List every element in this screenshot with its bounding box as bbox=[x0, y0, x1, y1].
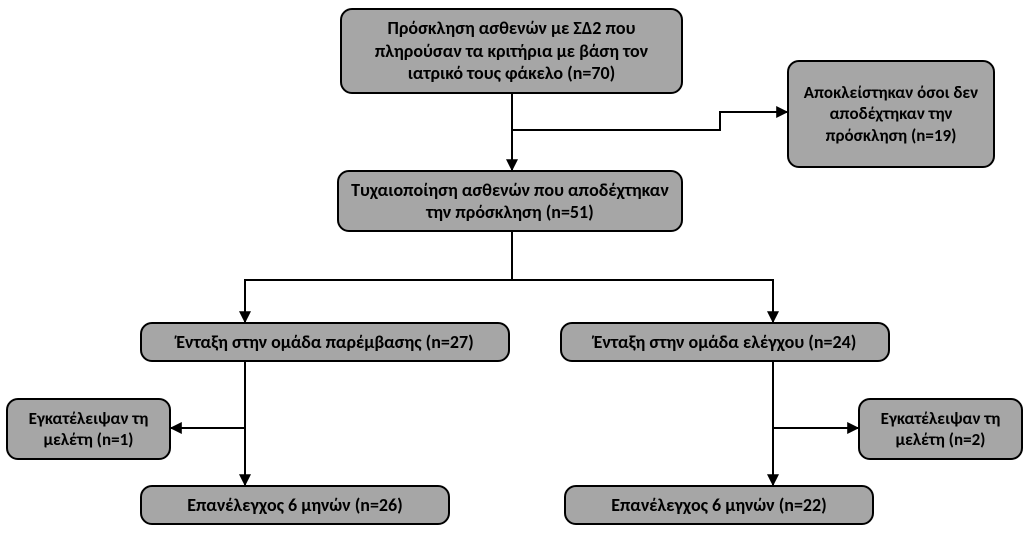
node-interv: Ένταξη στην ομάδα παρέμβασης (n=27) bbox=[140, 322, 510, 362]
node-f6_r: Επανέλεγχος 6 μηνών (n=22) bbox=[564, 485, 874, 525]
flowchart-canvas: Πρόσκληση ασθενών με ΣΔ2 που πληρούσαν τ… bbox=[0, 0, 1024, 537]
edge-invite-excluded bbox=[512, 112, 787, 130]
node-drop_r: Εγκατέλειψαν τη μελέτη (n=2) bbox=[858, 398, 1023, 460]
node-drop_l: Εγκατέλειψαν τη μελέτη (n=1) bbox=[6, 398, 171, 460]
node-invite: Πρόσκληση ασθενών με ΣΔ2 που πληρούσαν τ… bbox=[340, 8, 683, 94]
node-random: Τυχαιοποίηση ασθενών που αποδέχτηκαν την… bbox=[337, 170, 683, 232]
node-f6_l: Επανέλεγχος 6 μηνών (n=26) bbox=[140, 485, 450, 525]
node-control: Ένταξη στην ομάδα ελέγχου (n=24) bbox=[560, 322, 890, 362]
node-excluded: Αποκλείστηκαν όσοι δεν αποδέχτηκαν την π… bbox=[787, 60, 995, 168]
edge-random-interv bbox=[245, 232, 512, 322]
edge-random-control bbox=[512, 232, 773, 322]
